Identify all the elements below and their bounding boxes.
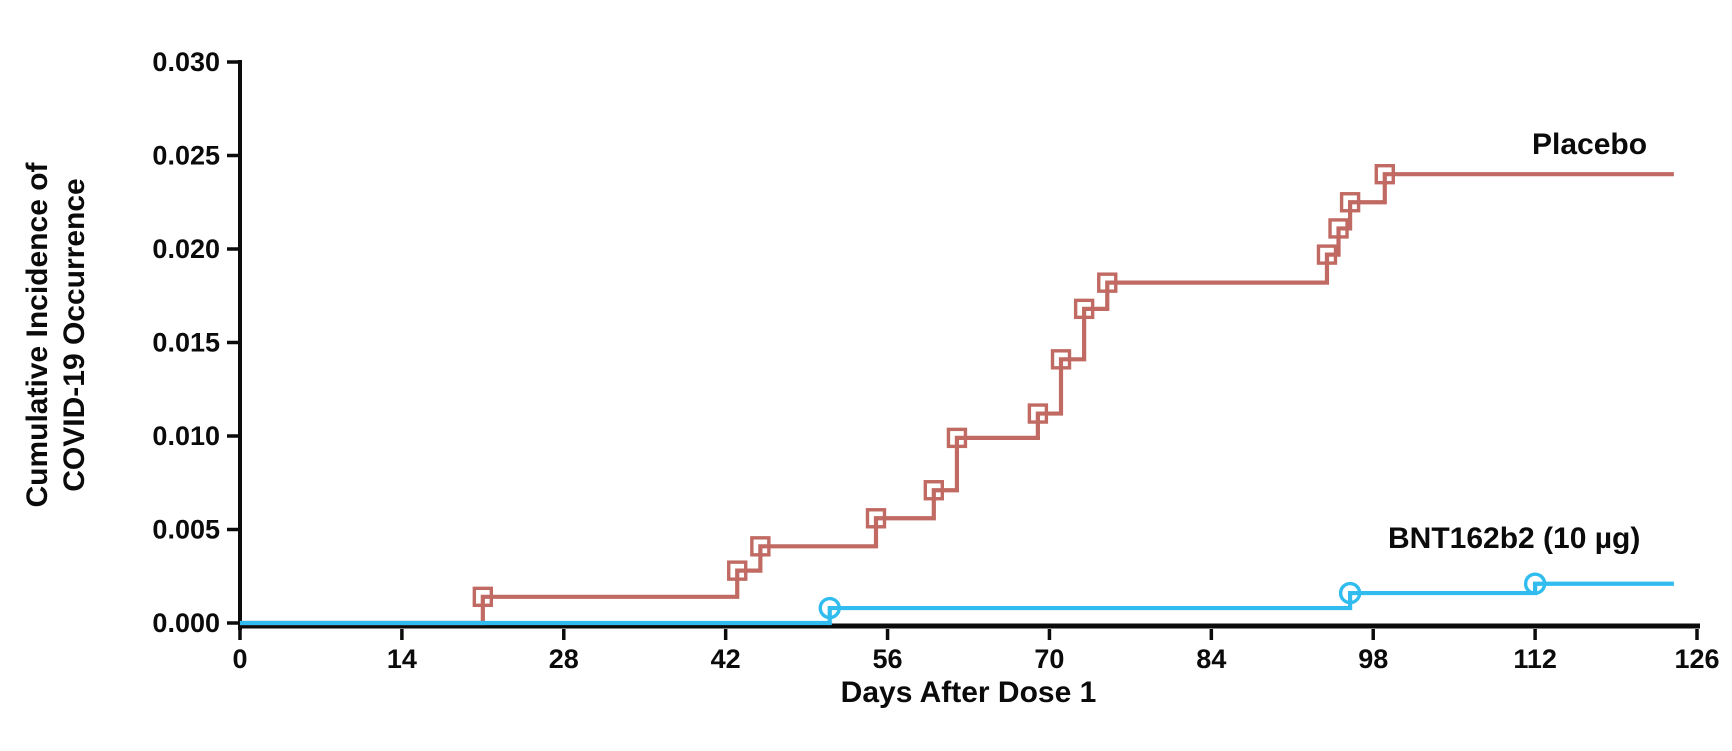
bnt162b2-curve — [240, 581, 1674, 626]
y-axis-title: Cumulative Incidence of COVID-19 Occurre… — [19, 120, 95, 550]
axes — [238, 60, 1700, 630]
y-tick-label: 0.000 — [152, 608, 220, 638]
bnt162b2-event-marker — [818, 596, 841, 620]
y-axis-title-line-2: COVID-19 Occurrence — [58, 178, 91, 492]
placebo-event-marker — [946, 427, 968, 449]
placebo-curve — [240, 172, 1674, 626]
placebo-event-marker — [472, 586, 494, 608]
placebo-event-marker — [1328, 218, 1349, 239]
x-tick-label: 28 — [549, 644, 579, 674]
y-tick-label: 0.025 — [152, 141, 220, 171]
series-label-bnt162b2: BNT162b2 (10 µg) — [1388, 522, 1641, 555]
data-series — [240, 163, 1674, 626]
x-tick-label: 98 — [1358, 644, 1388, 674]
x-tick-label: 14 — [387, 644, 417, 674]
placebo-event-marker — [1027, 403, 1049, 424]
x-axis-title: Days After Dose 1 — [840, 676, 1097, 709]
placebo-event-marker — [865, 508, 887, 529]
y-tick-label: 0.005 — [152, 515, 220, 545]
tick-marks — [227, 60, 1699, 640]
bnt162b2-event-marker — [1523, 572, 1547, 595]
placebo-event-marker — [1050, 349, 1072, 370]
placebo-event-marker — [1097, 272, 1118, 293]
y-tick-label: 0.020 — [152, 234, 220, 264]
placebo-event-marker — [1339, 192, 1361, 213]
placebo-event-marker — [727, 560, 748, 581]
placebo-event-marker — [1316, 244, 1338, 265]
y-tick-label: 0.010 — [152, 421, 220, 451]
tick-labels: 0 14 28 42 56 70 84 98 112 126 0.000 0.005 0.010 0.01… — [152, 47, 1719, 674]
placebo-event-marker — [1073, 298, 1095, 320]
x-tick-label: 84 — [1196, 644, 1226, 674]
x-tick-label: 56 — [873, 644, 903, 674]
x-tick-label: 126 — [1674, 644, 1719, 674]
y-axis-title-line-1: Cumulative Incidence of — [21, 162, 54, 508]
placebo-event-marker — [1374, 163, 1395, 185]
x-tick-label: 0 — [232, 644, 247, 674]
x-tick-label: 112 — [1513, 644, 1557, 674]
x-tick-label: 42 — [711, 644, 741, 674]
x-tick-label: 70 — [1034, 644, 1064, 674]
y-tick-label: 0.030 — [152, 47, 220, 77]
bnt162b2-event-marker — [1338, 581, 1362, 605]
placebo-event-marker — [750, 536, 771, 557]
y-tick-label: 0.015 — [152, 328, 220, 358]
placebo-event-marker — [923, 480, 945, 501]
series-label-placebo: Placebo — [1532, 128, 1648, 161]
